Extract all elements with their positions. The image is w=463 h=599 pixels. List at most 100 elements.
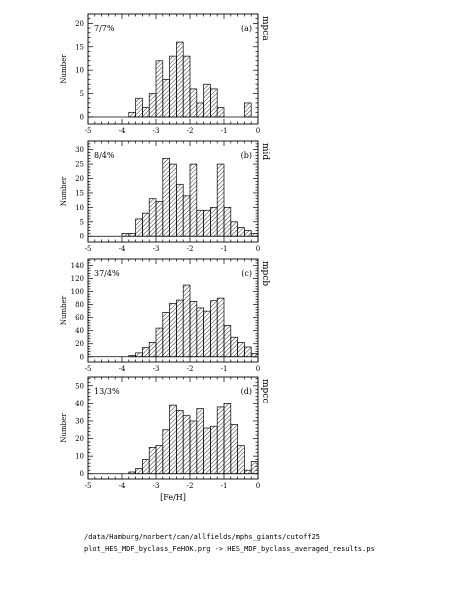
- histogram-bar: [210, 88, 218, 118]
- x-tick-label: 0: [256, 365, 260, 373]
- histogram-bar: [148, 342, 157, 358]
- y-tick-label: 140: [71, 262, 84, 270]
- histogram-bar: [169, 404, 177, 475]
- histogram-bar: [182, 415, 191, 475]
- y-tick-label: 20: [75, 435, 84, 443]
- y-tick-label: 50: [75, 382, 84, 390]
- histogram-bar: [216, 163, 225, 237]
- histogram-bar: [162, 79, 170, 118]
- y-tick-label: 0: [80, 113, 84, 121]
- y-axis-label: Number: [60, 413, 68, 443]
- y-tick-label: 20: [75, 20, 84, 28]
- y-tick-label: 80: [75, 301, 84, 309]
- panel-side-label: mpca: [260, 16, 270, 41]
- histogram-bar: [142, 212, 150, 237]
- histogram-bar: [196, 307, 204, 358]
- y-tick-label: 5: [80, 90, 84, 98]
- x-tick-label: -1: [221, 365, 228, 373]
- histogram-bar: [162, 157, 170, 237]
- histogram-bar: [196, 209, 204, 237]
- histogram-bar: [142, 347, 150, 358]
- panel-letter: (d): [241, 387, 252, 396]
- histogram-bar: [182, 55, 191, 118]
- x-tick-label: -5: [85, 365, 92, 373]
- panel-letter: (a): [241, 24, 252, 33]
- x-tick-label: -2: [187, 482, 194, 490]
- x-tick-label: -2: [187, 245, 194, 253]
- histogram-bar: [189, 301, 198, 358]
- histogram-bar: [196, 102, 204, 118]
- y-tick-label: 10: [75, 67, 84, 75]
- histogram-bar: [244, 102, 252, 118]
- histogram-bar: [128, 232, 136, 237]
- plot-frame: [87, 258, 259, 363]
- y-tick-label: 0: [80, 353, 84, 361]
- histogram-bar: [216, 107, 225, 118]
- histogram-bar: [162, 312, 170, 358]
- panel-side-label: mpcc: [260, 379, 270, 403]
- plot-frame: [87, 13, 259, 125]
- panel-annotation: 8/4%: [94, 151, 115, 160]
- histogram-bar: [182, 284, 191, 358]
- histogram-bar: [244, 346, 252, 358]
- x-tick-label: -2: [187, 365, 194, 373]
- histogram-bar: [176, 299, 184, 358]
- histogram-bar: [121, 232, 130, 237]
- y-tick-label: 10: [75, 204, 84, 212]
- histogram-bar: [244, 469, 252, 475]
- histogram-bar: [189, 420, 198, 475]
- y-tick-label: 40: [75, 327, 84, 335]
- histogram-bar: [155, 327, 164, 358]
- histogram-bar: [237, 342, 245, 358]
- histogram-bar: [135, 468, 143, 475]
- panel-side-label: mpcb: [260, 261, 270, 286]
- histogram-bar: [155, 201, 164, 237]
- x-tick-label: 0: [256, 482, 260, 490]
- x-tick-label: -3: [153, 482, 160, 490]
- x-tick-label: -4: [119, 127, 126, 135]
- y-tick-label: 100: [71, 288, 84, 296]
- y-tick-label: 40: [75, 400, 84, 408]
- x-tick-label: -1: [221, 482, 228, 490]
- histogram-bar: [189, 163, 198, 237]
- plot-frame: [87, 140, 259, 243]
- panel-annotation: 7/7%: [94, 24, 115, 33]
- histogram-bar: [169, 55, 177, 118]
- histogram-bar: [148, 93, 157, 118]
- x-tick-label: -4: [119, 245, 126, 253]
- footer-path: /data/Hamburg/norbert/can/allfields/mphs…: [84, 533, 321, 541]
- y-tick-label: 0: [80, 470, 84, 478]
- histogram-bar: [135, 352, 143, 358]
- histogram-bar: [210, 207, 218, 237]
- histogram-bar: [216, 406, 225, 475]
- panel-1: -5 -4 -3 -2 -1 0 0 5 10 15 20 Number 7/7% (a) mpca: [60, 13, 270, 135]
- histogram-bar: [203, 310, 211, 358]
- histogram-bar: [230, 336, 238, 358]
- histogram-bar: [237, 445, 245, 475]
- histogram-bar: [182, 195, 191, 237]
- histogram-bar: [148, 198, 157, 237]
- histogram-bar: [223, 403, 232, 475]
- histogram-bar: [148, 446, 157, 475]
- histogram-bar: [250, 232, 259, 237]
- histogram-bar: [223, 325, 232, 358]
- histogram-bar: [203, 83, 211, 118]
- x-tick-label: -3: [153, 365, 160, 373]
- histogram-bar: [142, 107, 150, 118]
- x-tick-label: -5: [85, 245, 92, 253]
- x-tick-label: 0: [256, 127, 260, 135]
- panel-3: -5 -4 -3 -2 -1 0 0 20 40 60 80 100 120 140 Number 37/4%…: [60, 258, 270, 373]
- panel-letter: (c): [241, 269, 252, 278]
- y-tick-label: 0: [80, 233, 84, 241]
- y-tick-label: 15: [75, 189, 84, 197]
- histogram-bar: [142, 459, 150, 475]
- x-tick-label: -5: [85, 127, 92, 135]
- x-tick-label: -3: [153, 245, 160, 253]
- x-tick-label: -3: [153, 127, 160, 135]
- x-tick-label: -5: [85, 482, 92, 490]
- x-tick-label: -1: [221, 127, 228, 135]
- histogram-bar: [237, 227, 245, 237]
- panel-4: -5 -4 -3 -2 -1 0 0 10 20 30 40 50 Number 13/3% (d) mpcc…: [60, 376, 270, 502]
- histogram-bar: [162, 429, 170, 475]
